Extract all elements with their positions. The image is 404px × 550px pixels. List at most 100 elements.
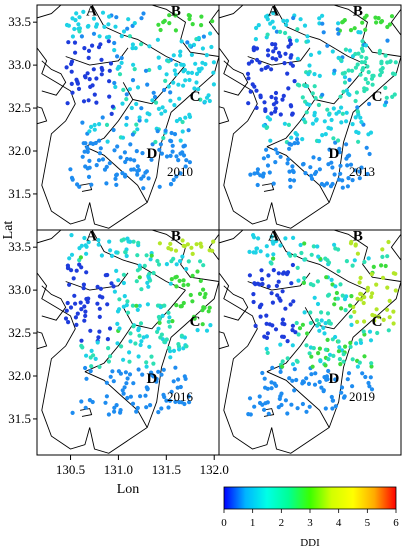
station-point bbox=[258, 314, 263, 319]
station-point bbox=[118, 155, 123, 160]
station-point bbox=[95, 340, 100, 345]
station-point bbox=[264, 321, 269, 326]
station-point bbox=[183, 78, 188, 83]
station-point bbox=[135, 172, 140, 177]
station-point bbox=[116, 278, 121, 283]
station-point bbox=[196, 87, 201, 92]
station-point bbox=[115, 321, 120, 326]
station-point bbox=[355, 364, 360, 369]
station-point bbox=[111, 127, 116, 133]
station-point bbox=[159, 332, 164, 337]
station-point bbox=[131, 324, 136, 329]
station-point bbox=[339, 385, 345, 390]
station-point bbox=[106, 346, 111, 351]
station-point bbox=[362, 60, 367, 65]
station-point bbox=[172, 103, 177, 108]
station-point bbox=[128, 157, 133, 162]
station-point bbox=[108, 248, 113, 253]
station-point bbox=[390, 94, 395, 99]
station-point bbox=[184, 344, 189, 349]
station-point bbox=[308, 310, 313, 315]
station-point bbox=[178, 138, 183, 143]
station-point bbox=[133, 46, 138, 51]
station-point bbox=[354, 341, 359, 346]
station-point bbox=[265, 125, 270, 130]
station-point bbox=[311, 283, 316, 288]
station-point bbox=[99, 253, 104, 258]
station-point bbox=[287, 146, 292, 151]
station-point bbox=[347, 92, 352, 97]
station-point bbox=[114, 173, 119, 178]
station-point bbox=[338, 163, 343, 168]
station-point bbox=[156, 106, 161, 111]
station-point bbox=[164, 154, 170, 159]
station-point bbox=[119, 344, 124, 349]
coast-line bbox=[41, 60, 67, 96]
station-point bbox=[130, 42, 135, 47]
station-point bbox=[114, 250, 119, 255]
station-point bbox=[362, 319, 367, 324]
station-point bbox=[134, 303, 139, 308]
station-point bbox=[311, 155, 316, 160]
station-point bbox=[194, 71, 200, 76]
station-point bbox=[172, 68, 177, 73]
station-point bbox=[187, 112, 192, 117]
station-point bbox=[115, 144, 120, 149]
station-point bbox=[346, 371, 352, 376]
station-point bbox=[349, 294, 354, 299]
station-point bbox=[102, 167, 108, 172]
station-point bbox=[189, 245, 194, 250]
station-point bbox=[380, 247, 385, 252]
y-tick-label: 31.5 bbox=[8, 186, 31, 201]
station-point bbox=[145, 280, 150, 285]
station-point bbox=[67, 256, 72, 261]
station-point bbox=[304, 376, 309, 381]
region-label: C bbox=[372, 314, 383, 330]
station-point bbox=[127, 350, 132, 355]
station-point bbox=[365, 288, 370, 293]
station-point bbox=[266, 411, 271, 416]
station-point bbox=[265, 350, 270, 355]
coast-line bbox=[223, 60, 249, 96]
station-point bbox=[85, 71, 90, 76]
station-point bbox=[369, 364, 374, 369]
station-point bbox=[273, 147, 278, 152]
station-point bbox=[161, 367, 166, 372]
map-panel-2010 bbox=[37, 5, 219, 229]
station-point bbox=[97, 364, 102, 369]
station-point bbox=[265, 163, 271, 168]
station-point bbox=[69, 268, 74, 273]
station-point bbox=[127, 34, 132, 39]
station-point bbox=[314, 117, 319, 122]
station-point bbox=[137, 333, 142, 338]
station-point bbox=[141, 335, 146, 340]
station-point bbox=[100, 115, 105, 120]
station-point bbox=[156, 262, 162, 267]
station-point bbox=[73, 315, 78, 320]
station-point bbox=[65, 101, 70, 106]
station-point bbox=[210, 19, 215, 24]
station-point bbox=[82, 149, 87, 154]
station-point bbox=[318, 359, 323, 364]
station-point bbox=[393, 60, 398, 65]
station-point bbox=[273, 90, 279, 96]
station-point bbox=[115, 54, 120, 59]
station-point bbox=[102, 24, 107, 29]
station-point bbox=[80, 154, 85, 159]
station-point bbox=[249, 59, 254, 64]
station-point bbox=[157, 65, 162, 71]
station-point bbox=[279, 402, 284, 408]
station-point bbox=[290, 362, 296, 367]
colorbar-ticks: 0 1 2 3 4 5 6 bbox=[221, 509, 399, 529]
station-point bbox=[68, 305, 74, 310]
station-point bbox=[96, 242, 101, 247]
station-point bbox=[311, 346, 316, 351]
station-point bbox=[269, 386, 274, 391]
station-point bbox=[309, 176, 315, 181]
station-point bbox=[107, 161, 112, 166]
station-point bbox=[130, 303, 135, 308]
station-point bbox=[211, 239, 216, 244]
station-point bbox=[83, 309, 88, 314]
station-point bbox=[181, 69, 186, 74]
station-point bbox=[358, 72, 363, 77]
